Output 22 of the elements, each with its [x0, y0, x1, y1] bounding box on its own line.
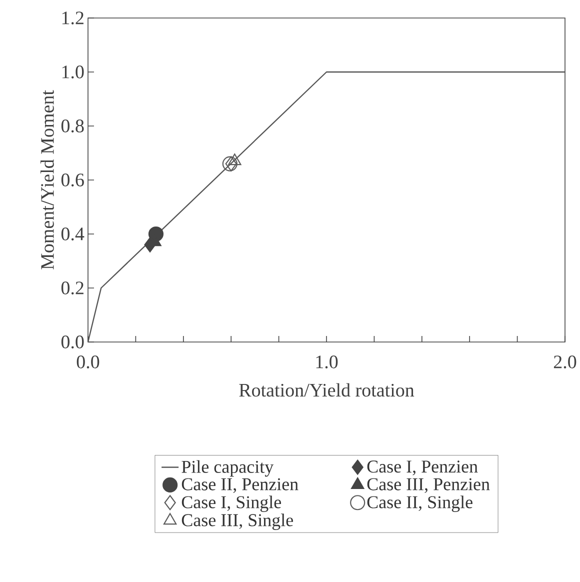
y-axis-title: Moment/Yield Moment: [40, 90, 54, 270]
y-tick-label: 0.4: [61, 228, 84, 240]
legend-label: Pile capacity: [182, 460, 274, 477]
x-tick-label: 1.0: [316, 356, 338, 368]
legend-label: Case I, Penzien: [367, 460, 478, 476]
legend-label: Case III, Penzien: [367, 478, 490, 493]
y-tick-label: 0.2: [61, 282, 84, 294]
x-axis-title: Rotation/Yield rotation: [239, 383, 414, 397]
y-tick-label: 1.2: [62, 12, 84, 24]
point: [228, 154, 242, 166]
legend-label: Case I, Single: [182, 496, 281, 512]
y-tick-label: 0.6: [61, 174, 84, 186]
y-tick-label: 0.8: [61, 120, 84, 132]
x-tick-label: 0.0: [76, 356, 100, 368]
legend-label: Case II, Penzien: [182, 478, 298, 493]
point: [222, 156, 238, 172]
y-tick-label: 1.0: [62, 66, 84, 78]
y-tick-label: 0.0: [61, 336, 84, 348]
point: [225, 156, 237, 172]
x-tick-label: 2.0: [554, 356, 576, 368]
legend-label: Case III, Single: [182, 514, 293, 530]
legend-label: Case II, Single: [367, 496, 472, 512]
